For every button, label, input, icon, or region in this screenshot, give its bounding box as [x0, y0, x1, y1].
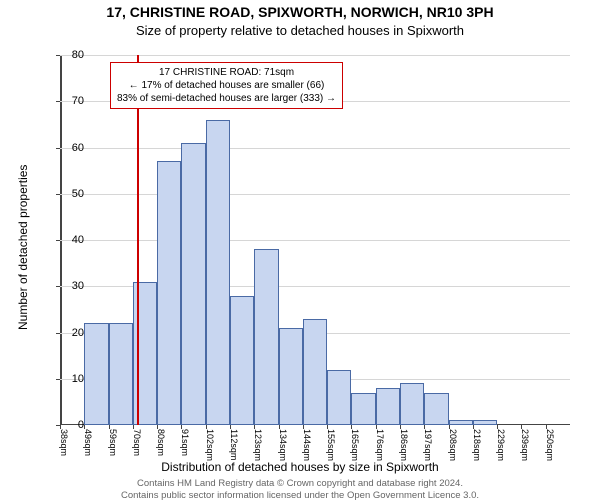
- histogram-bar: [351, 393, 375, 425]
- xtick-label: 49sqm: [83, 429, 93, 456]
- histogram-bar: [449, 420, 473, 425]
- xtick-label: 197sqm: [423, 429, 433, 461]
- xtick-label: 38sqm: [59, 429, 69, 456]
- property-info-box: 17 CHRISTINE ROAD: 71sqm ← 17% of detache…: [110, 62, 343, 109]
- xtick-label: 239sqm: [520, 429, 530, 461]
- chart-title: 17, CHRISTINE ROAD, SPIXWORTH, NORWICH, …: [0, 4, 600, 20]
- histogram-bar: [327, 370, 351, 426]
- histogram-bar: [279, 328, 303, 425]
- x-axis-label: Distribution of detached houses by size …: [0, 460, 600, 474]
- histogram-bar: [84, 323, 108, 425]
- ytick-label: 30: [49, 280, 84, 292]
- histogram-bar: [157, 161, 181, 425]
- ytick-label: 20: [49, 327, 84, 339]
- xtick-label: 144sqm: [302, 429, 312, 461]
- xtick-label: 134sqm: [278, 429, 288, 461]
- y-axis-label: Number of detached properties: [16, 165, 30, 330]
- histogram-bar: [376, 388, 400, 425]
- ytick-label: 60: [49, 142, 84, 154]
- histogram-bar: [473, 420, 497, 425]
- footer-line1: Contains HM Land Registry data © Crown c…: [137, 478, 463, 489]
- ytick-label: 40: [49, 234, 84, 246]
- xtick-label: 186sqm: [399, 429, 409, 461]
- ytick-label: 50: [49, 188, 84, 200]
- histogram-bar: [400, 383, 424, 425]
- ytick-label: 10: [49, 373, 84, 385]
- ytick-label: 0: [49, 419, 84, 431]
- histogram-bar: [254, 249, 278, 425]
- histogram-bar: [109, 323, 133, 425]
- histogram-chart: 17, CHRISTINE ROAD, SPIXWORTH, NORWICH, …: [0, 0, 600, 500]
- chart-subtitle: Size of property relative to detached ho…: [0, 23, 600, 38]
- info-line: 17 CHRISTINE ROAD: 71sqm: [159, 67, 294, 78]
- xtick-label: 165sqm: [350, 429, 360, 461]
- xtick-label: 250sqm: [545, 429, 555, 461]
- ytick-label: 80: [49, 49, 84, 61]
- xtick-label: 155sqm: [326, 429, 336, 461]
- footer-text: Contains HM Land Registry data © Crown c…: [0, 478, 600, 503]
- histogram-bar: [303, 319, 327, 425]
- histogram-bar: [181, 143, 205, 425]
- ytick-label: 70: [49, 95, 84, 107]
- xtick-label: 91sqm: [180, 429, 190, 456]
- xtick-label: 123sqm: [253, 429, 263, 461]
- xtick-label: 80sqm: [156, 429, 166, 456]
- xtick-label: 208sqm: [448, 429, 458, 461]
- histogram-bar: [230, 296, 254, 426]
- info-line: 83% of semi-detached houses are larger (…: [117, 93, 336, 104]
- xtick-label: 176sqm: [375, 429, 385, 461]
- histogram-bar: [206, 120, 230, 425]
- xtick-label: 112sqm: [229, 429, 239, 460]
- xtick-label: 229sqm: [496, 429, 506, 461]
- xtick-label: 70sqm: [132, 429, 142, 456]
- histogram-bar: [424, 393, 448, 425]
- plot-area: 38sqm49sqm59sqm70sqm80sqm91sqm102sqm112s…: [60, 55, 570, 425]
- xtick-label: 102sqm: [205, 429, 215, 461]
- xtick-label: 59sqm: [108, 429, 118, 456]
- xtick-label: 218sqm: [472, 429, 482, 461]
- property-marker-line: [137, 55, 139, 425]
- info-line: ← 17% of detached houses are smaller (66…: [129, 80, 325, 91]
